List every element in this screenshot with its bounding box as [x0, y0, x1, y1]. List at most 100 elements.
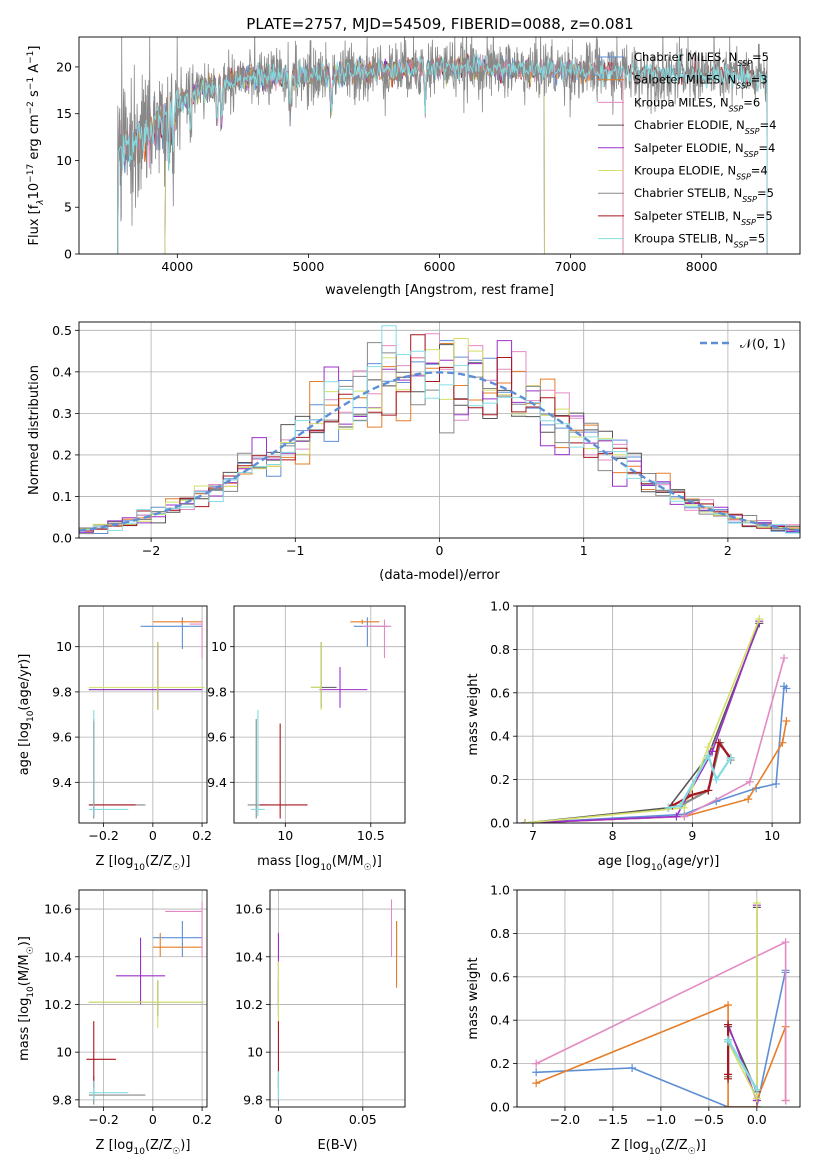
y-tick-label: 10: [56, 1045, 72, 1060]
y-tick-label: 0.4: [490, 729, 510, 744]
x-tick-label: 0.2: [192, 1112, 212, 1127]
x-tick-label: 10: [764, 828, 780, 843]
mass-weight-series: [727, 1035, 758, 1091]
normal-curve: [79, 371, 800, 532]
plus-marker: [520, 819, 529, 823]
plus-marker: [714, 738, 723, 747]
y-tick-label: 0.1: [52, 489, 72, 504]
x-tick-label: −0.2: [88, 828, 118, 843]
errorbar-point: [259, 723, 308, 819]
y-tick-label: 9.6: [52, 730, 72, 745]
age_vs_mass-axes: 10 10.5 9.4 9.6 9.8 10 mass [log10(M/M☉)]: [207, 605, 406, 873]
axes-frame: [78, 36, 801, 255]
y-tick-label: 0: [64, 247, 72, 262]
axes-frame: [516, 889, 801, 1108]
errorbar-point: [152, 921, 203, 957]
mass-weight-series: [524, 620, 761, 823]
plus-marker: [680, 812, 689, 821]
spectrum-plot-area: [117, 37, 768, 254]
y-tick-label: 0.2: [490, 772, 510, 787]
y-tick-label: 0.4: [490, 1013, 510, 1028]
x-tick-label: 0.0: [747, 1112, 767, 1127]
mass_vs_EBV-plot-area: [277, 899, 398, 1105]
plus-marker: [778, 738, 787, 747]
plus-marker: [745, 777, 754, 786]
histogram-step: [79, 325, 800, 534]
plus-marker: [781, 938, 790, 947]
y-tick-label: 0.2: [52, 447, 72, 462]
errorbar-point: [189, 619, 203, 658]
y-tick-label: 9.8: [243, 1092, 263, 1107]
y-axis-label: mass weight: [466, 957, 481, 1039]
plus-marker: [708, 747, 717, 756]
y-axis-label: mass [log10(M/M☉)]: [17, 936, 36, 1061]
legend-label: Salpeter ELODIE, NSSP=4: [634, 141, 775, 159]
y-tick-label: 0.4: [52, 364, 72, 379]
errorbar-point: [310, 642, 322, 710]
x-axis-label: wavelength [Angstrom, rest frame]: [325, 283, 554, 298]
legend-label: Kroupa MILES, NSSP=6: [634, 95, 760, 113]
y-tick-label: 0.5: [52, 323, 72, 338]
plus-marker: [752, 1094, 761, 1103]
y-tick-label: 10.6: [44, 902, 72, 917]
x-tick-label: 1: [580, 543, 588, 558]
age_vs_Z-plot-area: [88, 617, 205, 819]
axes-frame: [78, 321, 801, 539]
x-tick-label: −0.2: [88, 1112, 118, 1127]
y-tick-label: 0.8: [490, 926, 510, 941]
x-tick-label: 8000: [686, 259, 718, 274]
legend-label: Kroupa STELIB, NSSP=5: [634, 232, 765, 250]
y-tick-label: 10.2: [235, 997, 263, 1012]
plus-marker: [744, 795, 753, 804]
x-tick-label: 9: [688, 828, 696, 843]
errorbar-point: [152, 932, 203, 957]
plus-marker: [532, 1059, 541, 1068]
plus-marker: [724, 1074, 733, 1083]
x-tick-label: 10.5: [357, 828, 385, 843]
mass-weight-series: [524, 623, 761, 823]
plus-marker: [726, 753, 735, 762]
y-tick-label: 9.8: [52, 1092, 72, 1107]
x-axis-label: E(B-V): [317, 1138, 357, 1153]
y-tick-label: 0.0: [490, 1100, 510, 1115]
axes-frame: [516, 605, 801, 824]
plus-marker: [688, 790, 697, 799]
errorbar-point: [88, 642, 205, 710]
x-tick-label: −1: [286, 543, 304, 558]
y-tick-label: 10.2: [44, 997, 72, 1012]
errorbar-point: [88, 644, 203, 708]
y-tick-label: 0.8: [490, 642, 510, 657]
x-tick-label: −1.0: [646, 1112, 676, 1127]
axes-frame: [233, 605, 406, 824]
plus-marker: [672, 812, 681, 821]
errorbar-point: [251, 709, 265, 817]
plus-marker: [782, 684, 791, 693]
massweight_vs_Z-axes: −2.0 −1.5 −1.0 −0.5 0.0 0.0 0.2 0.4 0.6 0.8 1.0 Z […: [466, 883, 801, 1157]
x-tick-label: 0: [149, 1112, 157, 1127]
x-tick-label: 7000: [555, 259, 587, 274]
axes-frame: [78, 605, 208, 824]
x-tick-label: −1.5: [598, 1112, 628, 1127]
y-axis-label: Flux [fλ10−17 erg cm−2 s−1 A−1]: [26, 46, 46, 246]
y-tick-label: 9.4: [52, 775, 72, 790]
plus-marker: [755, 615, 764, 624]
y-axis-label: Normed distribution: [27, 365, 42, 495]
legend-label: Chabrier ELODIE, NSSP=4: [634, 118, 776, 136]
plus-marker: [724, 1020, 733, 1029]
errorbar-point: [88, 1076, 146, 1105]
y-tick-label: 10: [211, 639, 227, 654]
errorbar-point: [88, 709, 129, 817]
plus-marker: [532, 1079, 541, 1088]
y-tick-label: 10: [56, 639, 72, 654]
errorbar-point: [362, 619, 392, 658]
spectrum-axes: 4000 5000 6000 7000 8000 0 5 10 15 20 wavelength […: [26, 36, 801, 298]
x-tick-label: 0.05: [349, 1112, 377, 1127]
errorbar-point: [310, 642, 337, 708]
errorbar-point: [88, 980, 205, 1029]
errorbar-point: [88, 719, 146, 819]
y-tick-label: 9.8: [52, 684, 72, 699]
histogram-step: [79, 342, 800, 535]
y-tick-label: 10.4: [235, 949, 263, 964]
plus-marker: [704, 786, 713, 795]
